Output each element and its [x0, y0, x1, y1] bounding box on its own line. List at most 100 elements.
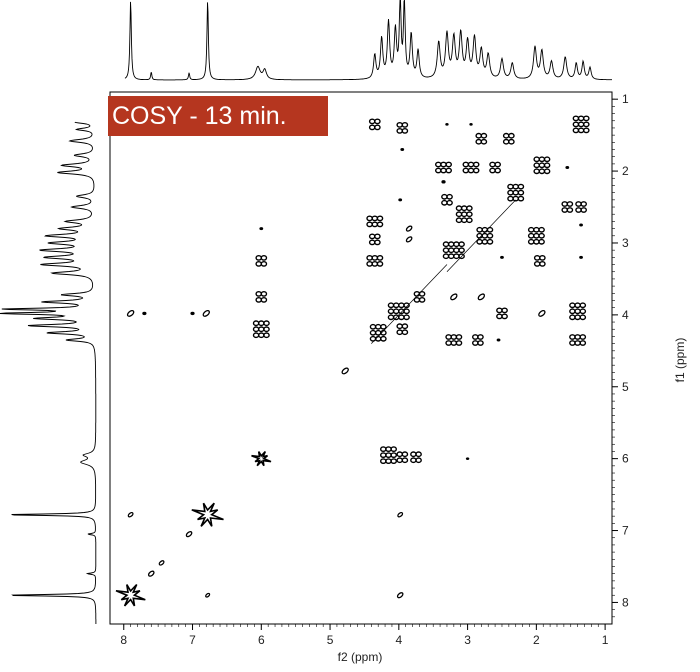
- cross-peak-contour: [371, 254, 379, 261]
- cross-peak-contour: [502, 138, 510, 145]
- cross-peak-contour: [368, 239, 376, 246]
- x-tick-label: 6: [258, 633, 265, 647]
- y-tick-label: 4: [622, 308, 629, 322]
- cross-peak-contour: [396, 457, 404, 464]
- cross-peak-contour: [455, 334, 463, 340]
- cross-peak-contour: [538, 232, 545, 239]
- x-tick-label: 8: [120, 633, 127, 647]
- cross-peak-contour: [441, 193, 448, 200]
- cross-peak-contour: [374, 323, 382, 330]
- cross-peak-contour: [467, 161, 475, 168]
- y-tick-label: 7: [622, 524, 629, 538]
- cross-peak: [475, 132, 488, 145]
- cross-peak-contour: [489, 167, 496, 174]
- cross-peak-contour: [462, 167, 470, 174]
- cross-peak: [366, 215, 384, 228]
- cross-peak: [462, 161, 480, 174]
- cross-peak-contour: [507, 195, 514, 202]
- x-tick-label: 7: [189, 633, 196, 647]
- cross-peak-contour: [462, 161, 470, 168]
- cross-peak-contour: [579, 314, 587, 321]
- cross-peak-contour: [489, 161, 496, 168]
- cross-peak-contour: [396, 323, 404, 330]
- cross-peak-contour: [260, 260, 268, 267]
- cross-peak-contour: [450, 334, 458, 340]
- cross-peak: [396, 451, 409, 464]
- cross-peak-contour: [387, 302, 395, 309]
- cross-peak: [259, 227, 264, 231]
- y-tick-label: 6: [622, 452, 629, 466]
- cross-peak: [450, 293, 458, 301]
- cross-peak-contour: [263, 320, 270, 327]
- cross-peak-contour: [480, 138, 488, 145]
- cross-peak-contour: [533, 168, 541, 175]
- cross-peak-contour: [476, 226, 483, 233]
- cross-peak-contour: [445, 334, 452, 340]
- cross-peak-contour: [496, 313, 503, 320]
- cross-peak-contour: [517, 189, 525, 196]
- cross-peak-contour: [583, 127, 590, 134]
- cross-peak-contour: [415, 451, 422, 458]
- cross-peak-contour: [512, 195, 520, 202]
- cross-peak-contour: [480, 132, 488, 139]
- cross-peak-contour: [533, 156, 541, 163]
- cross-peak-contour: [374, 239, 381, 246]
- cross-peak-contour: [458, 253, 465, 260]
- cross-peak-contour: [418, 290, 426, 297]
- cross-peak-contour: [369, 329, 377, 336]
- cross-peak: [396, 323, 409, 336]
- cross-peak: [185, 531, 193, 538]
- cross-peak: [561, 201, 574, 213]
- cross-peak-contour: [260, 290, 268, 297]
- cross-peak-contour: [543, 168, 551, 175]
- cross-peak-contour: [538, 156, 546, 163]
- cross-peak: [142, 311, 147, 316]
- cross-peak-contour: [385, 452, 392, 458]
- cross-peak-contour: [366, 215, 373, 222]
- cross-peak: [341, 367, 349, 375]
- cross-peak-contour: [415, 457, 422, 464]
- cross-peak: [127, 511, 134, 518]
- cross-peak-contour: [257, 326, 265, 333]
- cross-peak-contour: [255, 260, 263, 267]
- cross-peak-contour: [538, 226, 545, 233]
- cross-peak: [569, 334, 587, 346]
- cross-peak-contour: [385, 446, 392, 452]
- cross-peak-contour: [442, 253, 450, 260]
- cross-peak-contour: [379, 446, 387, 452]
- cross-peak-contour: [574, 340, 581, 346]
- cross-peak-contour: [561, 207, 569, 213]
- cross-peak: [410, 451, 422, 464]
- cross-peak-contour: [255, 290, 263, 297]
- cross-peak: [465, 457, 470, 460]
- cross-peak-contour: [481, 238, 489, 245]
- cross-peak-contour: [396, 122, 404, 128]
- cross-peak-contour: [569, 314, 576, 321]
- cross-peak: [507, 183, 525, 202]
- cross-peak-contour: [390, 446, 398, 452]
- cross-peak: [251, 451, 272, 467]
- cross-peak-contour: [486, 238, 494, 245]
- cross-peak-contour: [569, 334, 576, 340]
- cross-peak-contour: [533, 162, 541, 169]
- cross-peak: [538, 309, 546, 317]
- cross-peak: [579, 255, 583, 259]
- cross-peak: [400, 148, 405, 152]
- cross-peak: [533, 254, 546, 267]
- cross-peak: [366, 254, 384, 267]
- cross-peak-contour: [512, 183, 520, 190]
- cross-peak-contour: [376, 215, 384, 222]
- cross-peak: [379, 446, 398, 464]
- cross-peak: [252, 320, 270, 339]
- cross-peak: [255, 254, 268, 267]
- cross-peak: [396, 122, 409, 134]
- cross-peak-contour: [539, 260, 546, 267]
- cross-peak-contour: [455, 340, 463, 346]
- cross-peak-contour: [466, 217, 473, 224]
- cross-peak-contour: [466, 205, 473, 212]
- cross-peak-contour: [371, 215, 379, 222]
- cross-peak-contour: [374, 124, 381, 131]
- y-tick-label: 8: [622, 595, 629, 609]
- cross-peak-contour: [574, 302, 581, 309]
- cross-peak-contour: [472, 161, 480, 168]
